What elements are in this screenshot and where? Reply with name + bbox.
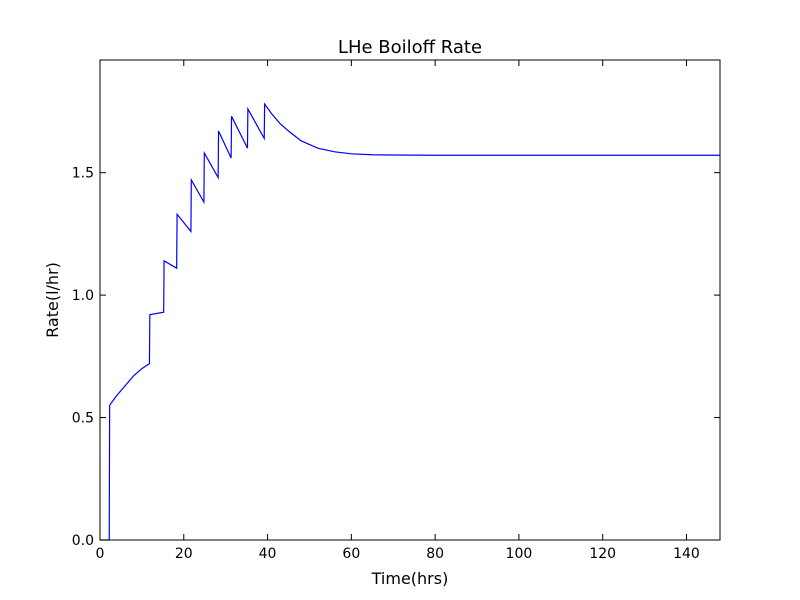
y-tick-label: 1.5 bbox=[72, 166, 94, 182]
y-axis-label: Rate(l/hr) bbox=[43, 262, 62, 338]
x-tick-label: 20 bbox=[175, 546, 193, 562]
x-tick-label: 80 bbox=[426, 546, 444, 562]
x-tick-label: 120 bbox=[589, 546, 616, 562]
x-tick-label: 140 bbox=[673, 546, 700, 562]
x-axis-label: Time(hrs) bbox=[371, 569, 449, 588]
chart-title: LHe Boiloff Rate bbox=[338, 37, 482, 58]
x-tick-label: 100 bbox=[506, 546, 533, 562]
plot-frame bbox=[99, 59, 721, 541]
x-axis: 0 20 40 60 80 100 120 140 bbox=[96, 60, 700, 562]
plot-area bbox=[100, 102, 720, 541]
y-tick-label: 0.5 bbox=[72, 411, 94, 427]
x-tick-label: 40 bbox=[259, 546, 277, 562]
x-tick-label: 60 bbox=[342, 546, 360, 562]
y-axis: 0.0 0.5 1.0 1.5 bbox=[72, 166, 720, 549]
y-tick-label: 0.0 bbox=[72, 533, 94, 549]
series-line-0 bbox=[100, 102, 720, 541]
x-tick-label: 0 bbox=[96, 546, 105, 562]
y-tick-label: 1.0 bbox=[72, 288, 94, 304]
